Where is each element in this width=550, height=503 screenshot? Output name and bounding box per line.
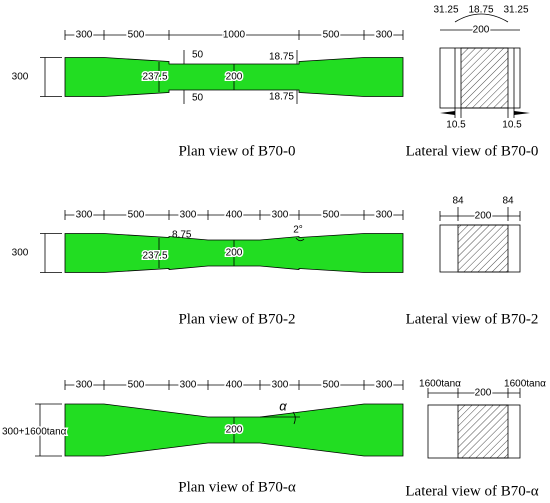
width-label: 200 xyxy=(475,211,492,222)
dim-label: 500 xyxy=(128,30,145,41)
arrow xyxy=(440,111,455,115)
side-dim-label: 300 xyxy=(12,72,29,83)
dim-label: 300 xyxy=(76,30,93,41)
hatch xyxy=(457,224,509,273)
lateral-view-1: 31.25 18.75 31.25 200 10.5 10.5 Lateral … xyxy=(406,5,539,160)
lateral-view-3: 1600tanα 1600tanα 200 Lateral view of B7… xyxy=(405,379,546,500)
label: 200 xyxy=(226,248,243,259)
caption: Plan view of B70-2 xyxy=(178,311,295,327)
label: 8.75 xyxy=(172,230,192,241)
dim-label: 31.25 xyxy=(503,5,528,16)
caption: Plan view of B70-α xyxy=(178,479,296,495)
width-label: 200 xyxy=(473,25,490,36)
caption: Lateral view of B70-2 xyxy=(406,311,539,327)
plan-view-2: 300 500 300 400 300 500 300 300 237.5 20… xyxy=(10,208,404,327)
dim-label: 400 xyxy=(226,380,243,391)
dim-label: 1600tanα xyxy=(419,379,461,390)
dim-label: 300 xyxy=(180,210,197,221)
dim-label: 300 xyxy=(376,30,393,41)
dim-label: 10.5 xyxy=(446,120,466,131)
dim-label: 1000 xyxy=(223,30,246,41)
dim-label: 18.75 xyxy=(468,5,493,16)
dim-ticks xyxy=(64,30,404,40)
label: 237.5 xyxy=(142,251,167,262)
strip-lines xyxy=(454,48,515,118)
label: 18.75 xyxy=(269,52,294,63)
dim-label: 300 xyxy=(76,210,93,221)
hatch xyxy=(460,47,509,109)
dim-ticks xyxy=(427,388,521,398)
label: 2° xyxy=(293,225,303,236)
side-dim xyxy=(40,233,62,273)
dim-ticks xyxy=(439,207,521,221)
angle-arc xyxy=(292,411,296,425)
dim-label: 500 xyxy=(323,210,340,221)
dim-label: 300 xyxy=(76,380,93,391)
dim-label: 84 xyxy=(502,196,514,207)
caption: Lateral view of B70-0 xyxy=(406,143,539,159)
plan-view-1: 300 500 1000 500 300 300 237.5 200 50 50… xyxy=(10,28,404,159)
label: 18.75 xyxy=(269,92,294,103)
label: 237.5 xyxy=(142,72,167,83)
width-label: 200 xyxy=(475,388,492,399)
dim-ticks xyxy=(64,210,404,220)
dim-label: 500 xyxy=(128,380,145,391)
arrow xyxy=(514,111,530,115)
dim-label: 500 xyxy=(323,30,340,41)
arc xyxy=(454,13,509,23)
side-dim xyxy=(35,403,62,457)
side-dim xyxy=(40,57,62,97)
dim-label: 300 xyxy=(376,380,393,391)
lateral-view-2: 84 84 200 Lateral view of B70-2 xyxy=(406,196,539,328)
label: 200 xyxy=(226,425,243,436)
dim-label: 400 xyxy=(226,210,243,221)
dim-label: 10.5 xyxy=(502,120,522,131)
label: 50 xyxy=(192,93,204,104)
hatch xyxy=(457,404,509,459)
label: α xyxy=(279,398,287,413)
side-dim-label: 300+1600tanα xyxy=(2,427,67,438)
dim-label: 31.25 xyxy=(433,5,458,16)
side-dim-label: 300 xyxy=(12,248,29,259)
plan-view-3: 300 500 300 400 300 500 300 300+1600tanα… xyxy=(1,378,404,495)
dim-label: 500 xyxy=(128,210,145,221)
dim-label: 84 xyxy=(452,196,464,207)
dim-label: 300 xyxy=(272,210,289,221)
dim-ticks xyxy=(64,380,404,390)
label: 200 xyxy=(226,72,243,83)
dim-label: 500 xyxy=(323,380,340,391)
label: 50 xyxy=(192,50,204,61)
dim-label: 1600tanα xyxy=(504,379,546,390)
dim-label: 300 xyxy=(376,210,393,221)
dim-label: 300 xyxy=(180,380,197,391)
dim-label: 300 xyxy=(272,380,289,391)
caption: Lateral view of B70-α xyxy=(405,483,538,499)
angle-arc xyxy=(295,237,305,242)
caption: Plan view of B70-0 xyxy=(178,143,295,159)
